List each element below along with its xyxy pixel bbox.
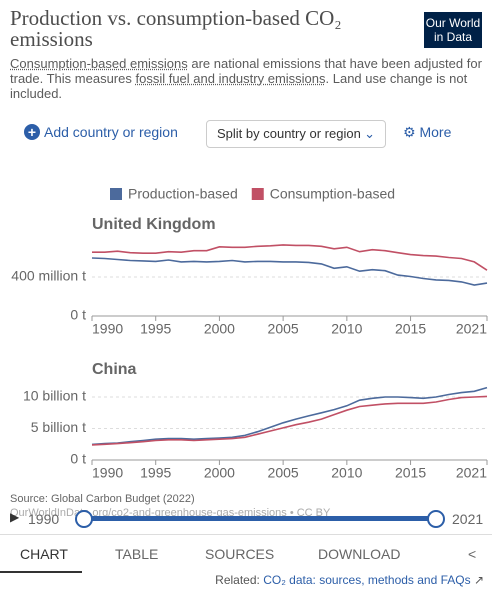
legend-swatch bbox=[251, 188, 264, 200]
add-label: Add country or region bbox=[44, 124, 178, 140]
split-select[interactable]: Split by country or region ⌄ bbox=[206, 120, 386, 148]
share-icon[interactable]: < bbox=[468, 546, 477, 562]
timeline-track bbox=[84, 516, 436, 521]
related-label: Related: bbox=[215, 573, 264, 587]
series-line bbox=[91, 386, 488, 446]
x-tick-label: 1990 bbox=[92, 321, 123, 337]
x-tick-label: 2005 bbox=[268, 465, 299, 481]
x-tick-label: 2010 bbox=[331, 321, 362, 337]
chevron: ⌄ bbox=[364, 126, 375, 141]
x-tick-label: 2000 bbox=[204, 465, 235, 481]
tab[interactable]: TABLE bbox=[115, 546, 159, 562]
split-label: Split by country or region bbox=[217, 126, 361, 141]
tab[interactable]: CHART bbox=[20, 546, 68, 562]
related: Related: CO₂ data: sources, methods and … bbox=[215, 573, 484, 587]
chart: Production-based Consumption-based United … bbox=[11, 186, 488, 481]
chart-title: United Kingdom bbox=[92, 216, 216, 233]
x-tick-label: 1995 bbox=[140, 321, 171, 337]
x-tick-label: 1995 bbox=[140, 465, 171, 481]
related-link[interactable]: CO₂ data: sources, methods and FAQs bbox=[263, 573, 471, 587]
active-tab bbox=[0, 535, 82, 573]
play-button[interactable]: ▶ bbox=[10, 510, 20, 524]
subtitle-link[interactable]: fossil fuel and industry emissions bbox=[135, 71, 326, 86]
timeline-start: 1990 bbox=[28, 511, 60, 527]
x-tick-label: 1990 bbox=[92, 465, 123, 481]
chart-title: China bbox=[92, 361, 137, 378]
legend-label: Production-based bbox=[128, 186, 238, 202]
title: Production vs. consumption-based CO₂ emi… bbox=[10, 6, 342, 51]
series-line bbox=[91, 257, 488, 286]
series-line bbox=[91, 395, 488, 446]
more-button[interactable]: ⚙ More bbox=[403, 124, 451, 141]
tab[interactable]: SOURCES bbox=[205, 546, 275, 562]
source: Source: Global Carbon Budget (2022) bbox=[10, 493, 195, 505]
plus-icon: + bbox=[24, 124, 40, 140]
tab-bar: CHART TABLE SOURCES DOWNLOAD < bbox=[0, 534, 492, 573]
series-line bbox=[92, 244, 488, 271]
timeline-handle[interactable] bbox=[427, 510, 445, 528]
subtitle: Consumption-based emissions are national… bbox=[10, 56, 485, 101]
more-label: More bbox=[419, 124, 452, 140]
y-tick-label: 5 billion t bbox=[31, 419, 86, 435]
x-tick-label: 2015 bbox=[395, 465, 426, 481]
y-tick-label: 0 t bbox=[70, 451, 86, 467]
subtitle-text: are national emissions that have been ad… bbox=[10, 56, 482, 86]
x-tick-label: 2015 bbox=[395, 321, 426, 337]
y-tick-label: 0 t bbox=[70, 307, 86, 323]
subtitle-text: . Land use change is not included. bbox=[10, 71, 468, 101]
logo[interactable]: Our World in Data bbox=[424, 12, 482, 48]
gear-icon: ⚙ bbox=[403, 124, 420, 140]
x-tick-label: 2000 bbox=[204, 321, 235, 337]
tab[interactable]: DOWNLOAD bbox=[318, 546, 401, 562]
x-tick-label: 2021 bbox=[456, 321, 487, 337]
x-tick-label: 2005 bbox=[268, 321, 299, 337]
timeline-handle[interactable] bbox=[75, 510, 93, 528]
y-tick-label: 10 billion t bbox=[23, 388, 86, 404]
legend-swatch bbox=[110, 188, 122, 200]
y-tick-label: 400 million t bbox=[11, 268, 86, 284]
legend-label: Consumption-based bbox=[270, 186, 395, 202]
timeline-end: 2021 bbox=[452, 511, 484, 527]
subtitle-link[interactable]: Consumption-based emissions bbox=[10, 56, 188, 71]
add-button[interactable]: + Add country or region bbox=[24, 124, 178, 140]
x-tick-label: 2010 bbox=[331, 465, 362, 481]
x-tick-label: 2021 bbox=[456, 465, 487, 481]
